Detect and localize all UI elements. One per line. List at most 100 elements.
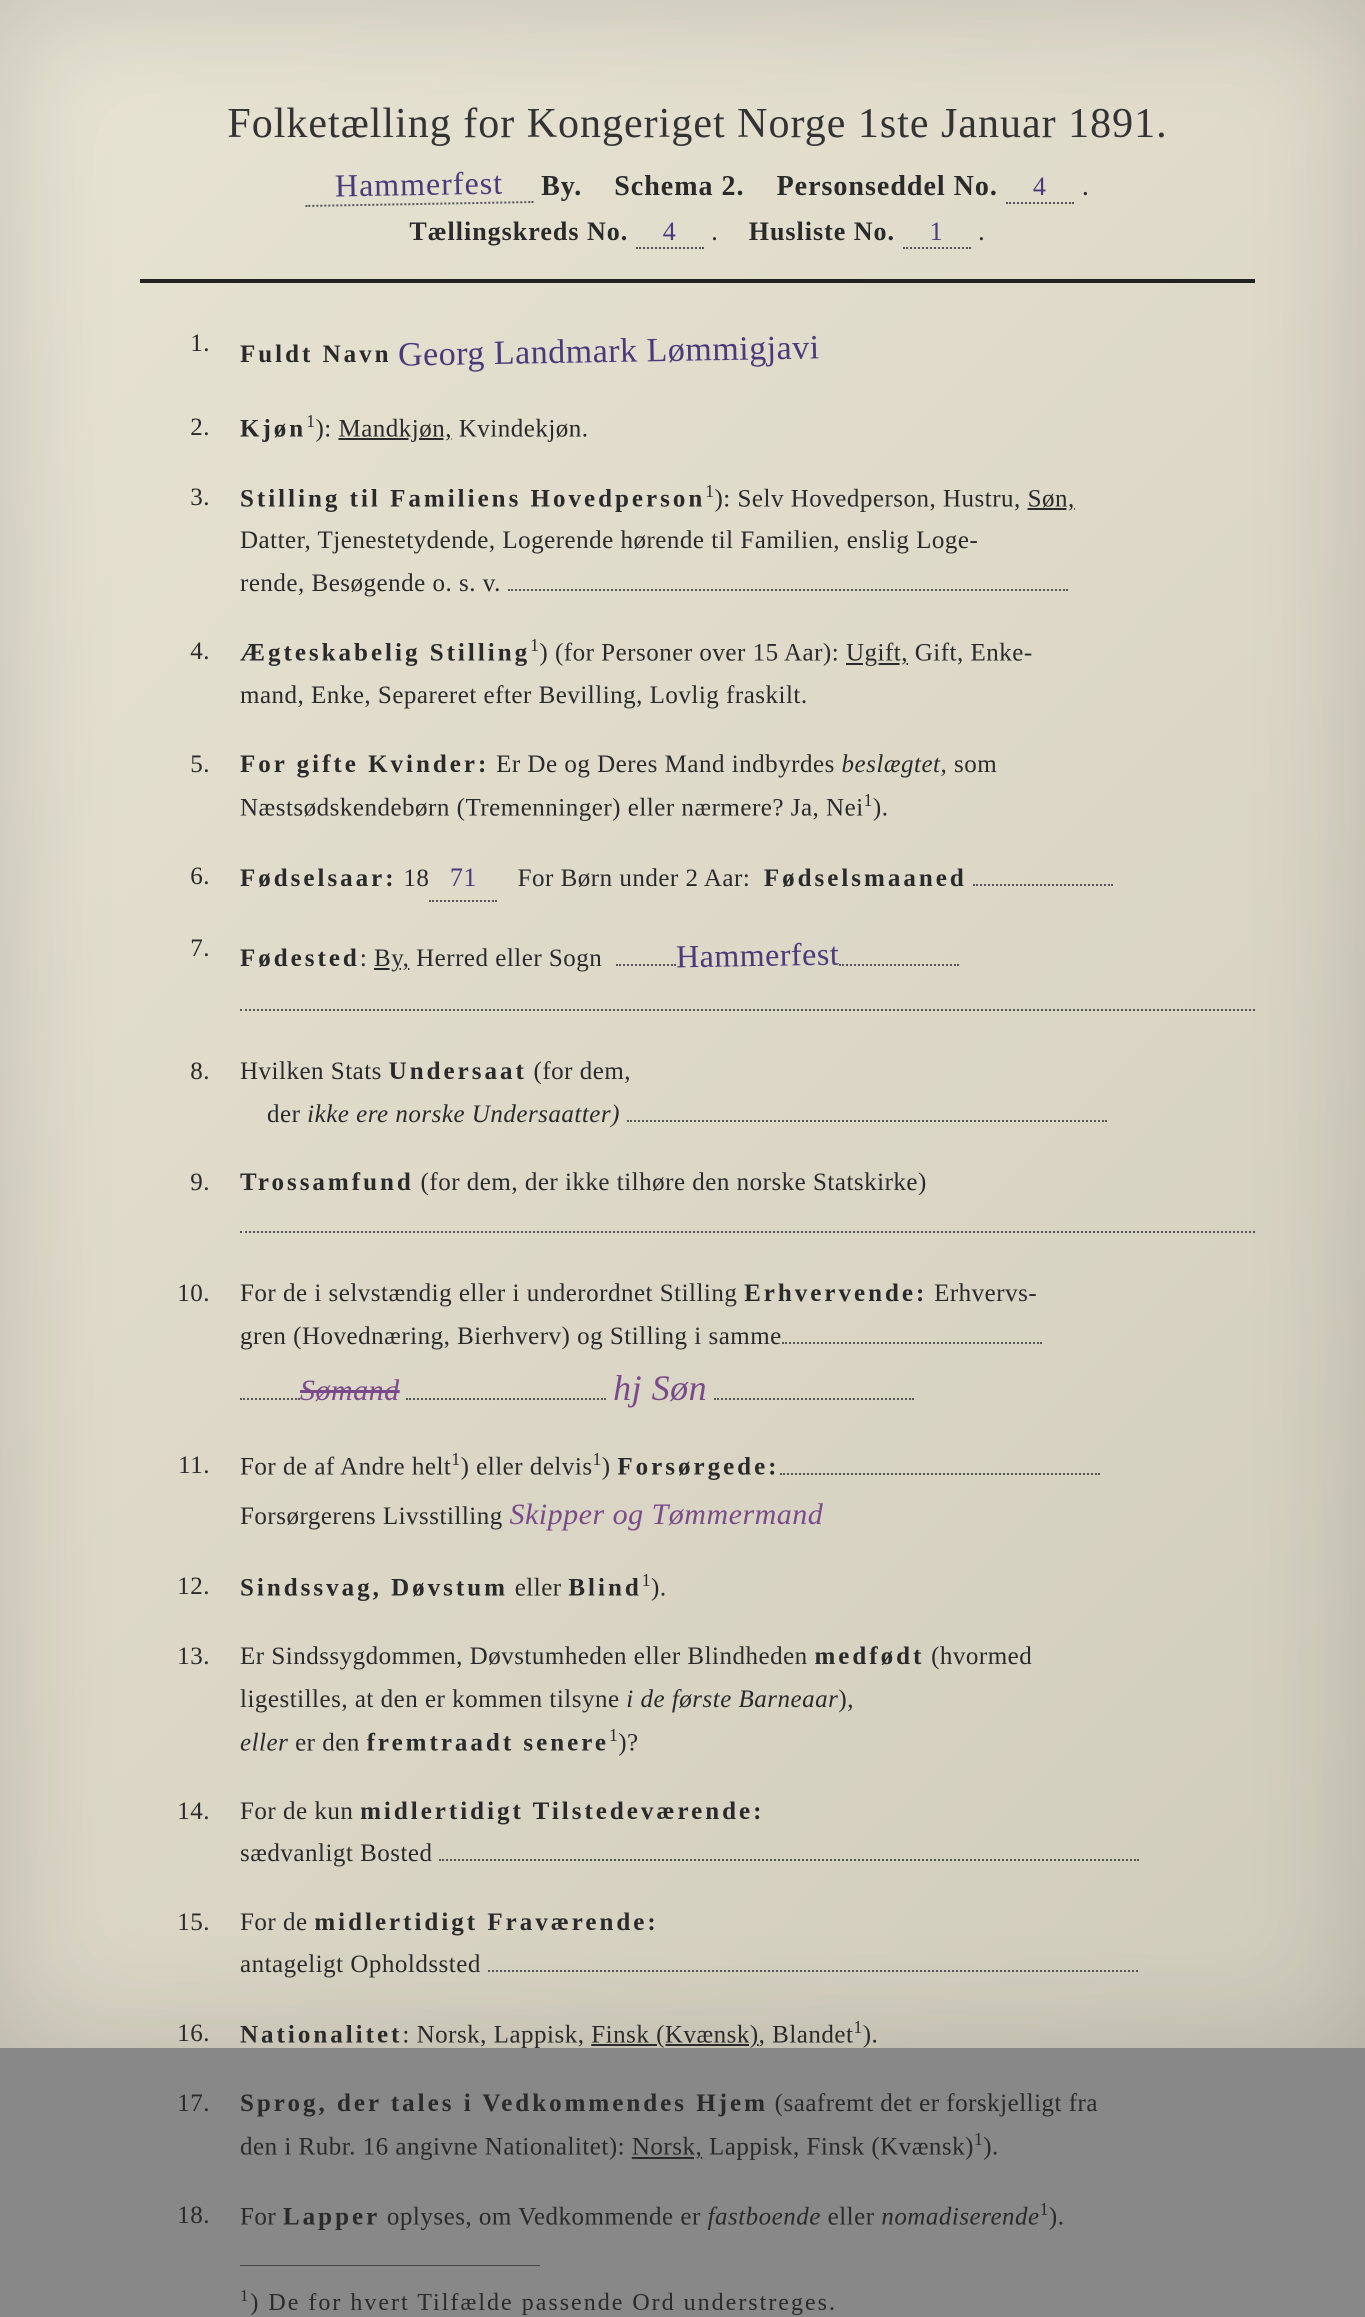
label: For gifte Kvinder: <box>240 751 489 778</box>
item-16: 16. Nationalitet: Norsk, Lappisk, Finsk … <box>140 2013 1255 2057</box>
year-prefix: 18 <box>403 865 429 892</box>
sup: 1 <box>593 1449 602 1469</box>
item-content: Sindssvag, Døvstum eller Blind1). <box>240 1566 1255 1610</box>
personseddel-label: Personseddel No. <box>777 171 998 202</box>
option-selected: Søn, <box>1028 485 1075 512</box>
text: Erhvervs- <box>927 1280 1037 1307</box>
text: ). <box>1049 2203 1065 2230</box>
text: : Norsk, Lappisk, <box>402 2021 591 2048</box>
item-11: 11. For de af Andre helt1) eller delvis1… <box>140 1445 1255 1540</box>
item-content: For de i selvstændig eller i underordnet… <box>240 1273 1255 1419</box>
birthplace-handwritten: Hammerfest <box>675 927 839 984</box>
sup: 1 <box>451 1449 460 1469</box>
item-num: 3. <box>140 477 240 606</box>
item-num: 10. <box>140 1273 240 1419</box>
text: gren (Hovednæring, Bierhverv) og Stillin… <box>240 1323 782 1350</box>
subtitle-row-1: Hammerfest By. Schema 2. Personseddel No… <box>140 166 1255 205</box>
item-content: For Lapper oplyses, om Vedkommende er fa… <box>240 2195 1255 2239</box>
text: er den <box>288 1729 366 1756</box>
husliste-label: Husliste No. <box>749 217 895 246</box>
item-content: Nationalitet: Norsk, Lappisk, Finsk (Kvæ… <box>240 2013 1255 2057</box>
text: Næstsødskendebørn (Tremenninger) eller n… <box>240 795 864 822</box>
label: Erhvervende: <box>744 1280 927 1307</box>
text: Gift, Enke- <box>908 640 1033 667</box>
city-handwritten: Hammerfest <box>305 164 534 207</box>
item-num: 13. <box>140 1636 240 1765</box>
text: For Børn under 2 Aar: <box>518 865 751 892</box>
item-1: 1. Fuldt Navn Georg Landmark Lømmigjavi <box>140 323 1255 381</box>
divider <box>140 279 1255 283</box>
text: For de kun <box>240 1798 360 1825</box>
text: ): <box>315 415 338 442</box>
label: Blind <box>568 1575 641 1602</box>
census-form-page: Folketælling for Kongeriget Norge 1ste J… <box>0 0 1365 2048</box>
item-15: 15. For de midlertidigt Fraværende: anta… <box>140 1902 1255 1987</box>
item-content: Ægteskabelig Stilling1) (for Personer ov… <box>240 631 1255 717</box>
text: ), <box>838 1686 854 1713</box>
label: fremtraadt senere <box>367 1729 609 1756</box>
schema-label: Schema 2. <box>614 171 744 202</box>
label: Stilling til Familiens Hovedperson <box>240 485 705 512</box>
text: som <box>947 751 997 778</box>
text: ). <box>873 795 889 822</box>
label: Undersaat <box>389 1058 527 1085</box>
text: eller <box>508 1575 568 1602</box>
label: Trossamfund <box>240 1169 414 1196</box>
item-content: For de midlertidigt Fraværende: antageli… <box>240 1902 1255 1987</box>
item-content: Fødested: By, Herred eller Sogn Hammerfe… <box>240 928 1255 1025</box>
label: Nationalitet <box>240 2021 402 2048</box>
dotted-line <box>973 884 1113 886</box>
dotted-line <box>488 1970 1138 1972</box>
text: For <box>240 2203 283 2230</box>
label: Kjøn <box>240 415 306 442</box>
text: ) eller delvis <box>461 1454 593 1481</box>
occupation-handwritten-struck: Sømand <box>300 1365 400 1416</box>
item-12: 12. Sindssvag, Døvstum eller Blind1). <box>140 1566 1255 1610</box>
item-10: 10. For de i selvstændig eller i underor… <box>140 1273 1255 1419</box>
by-label: By. <box>541 171 582 202</box>
item-3: 3. Stilling til Familiens Hovedperson1):… <box>140 477 1255 606</box>
text: antageligt Opholdssted <box>240 1951 481 1978</box>
text: )? <box>618 1729 638 1756</box>
husliste-no: 1 <box>903 217 971 249</box>
label: Fødselsmaaned <box>764 865 967 892</box>
taellingskreds-label: Tællingskreds No. <box>409 217 628 246</box>
item-content: Sprog, der tales i Vedkommendes Hjem (sa… <box>240 2083 1255 2169</box>
item-num: 7. <box>140 928 240 1025</box>
item-2: 2. Kjøn1): Mandkjøn, Kvindekjøn. <box>140 407 1255 451</box>
sup: 1 <box>974 2129 983 2149</box>
item-num: 4. <box>140 631 240 717</box>
text: (hvormed <box>924 1643 1032 1670</box>
item-17: 17. Sprog, der tales i Vedkommendes Hjem… <box>140 2083 1255 2169</box>
sup: 1 <box>853 2017 862 2037</box>
item-14: 14. For de kun midlertidigt Tilstedevære… <box>140 1791 1255 1876</box>
occupation-handwritten: hj Søn <box>613 1358 707 1419</box>
label: medfødt <box>814 1643 924 1670</box>
provider-occupation-handwritten: Skipper og Tømmermand <box>509 1489 823 1540</box>
label: Sindssvag, Døvstum <box>240 1575 508 1602</box>
footnote: 1) De for hvert Tilfælde passende Ord un… <box>240 2286 1255 2317</box>
dotted-line <box>240 1009 1255 1011</box>
label: midlertidigt Tilstedeværende: <box>360 1798 764 1825</box>
text: Datter, Tjenestetydende, Logerende høren… <box>240 527 978 554</box>
dotted-line <box>406 1398 606 1400</box>
sup: 1 <box>864 790 873 810</box>
text: ): Selv Hovedperson, Hustru, <box>714 485 1027 512</box>
text: For de af Andre helt <box>240 1454 451 1481</box>
text-italic: ikke ere norske Undersaatter) <box>307 1101 620 1128</box>
text: Herred eller Sogn <box>409 945 602 972</box>
text: der <box>267 1101 307 1128</box>
item-num: 17. <box>140 2083 240 2169</box>
sup: 1 <box>609 1725 618 1745</box>
text: ). <box>651 1575 667 1602</box>
text: oplyses, om Vedkommende er <box>380 2203 707 2230</box>
item-8: 8. Hvilken Stats Undersaat (for dem, der… <box>140 1051 1255 1136</box>
item-num: 9. <box>140 1162 240 1247</box>
label: Fuldt Navn <box>240 341 392 368</box>
label: Sprog, der tales i Vedkommendes Hjem <box>240 2090 768 2117</box>
text: : <box>360 945 374 972</box>
name-handwritten: Georg Landmark Lømmigjavi <box>398 319 821 384</box>
option-selected: By, <box>374 945 409 972</box>
item-13: 13. Er Sindssygdommen, Døvstumheden elle… <box>140 1636 1255 1765</box>
text: For de <box>240 1909 314 1936</box>
